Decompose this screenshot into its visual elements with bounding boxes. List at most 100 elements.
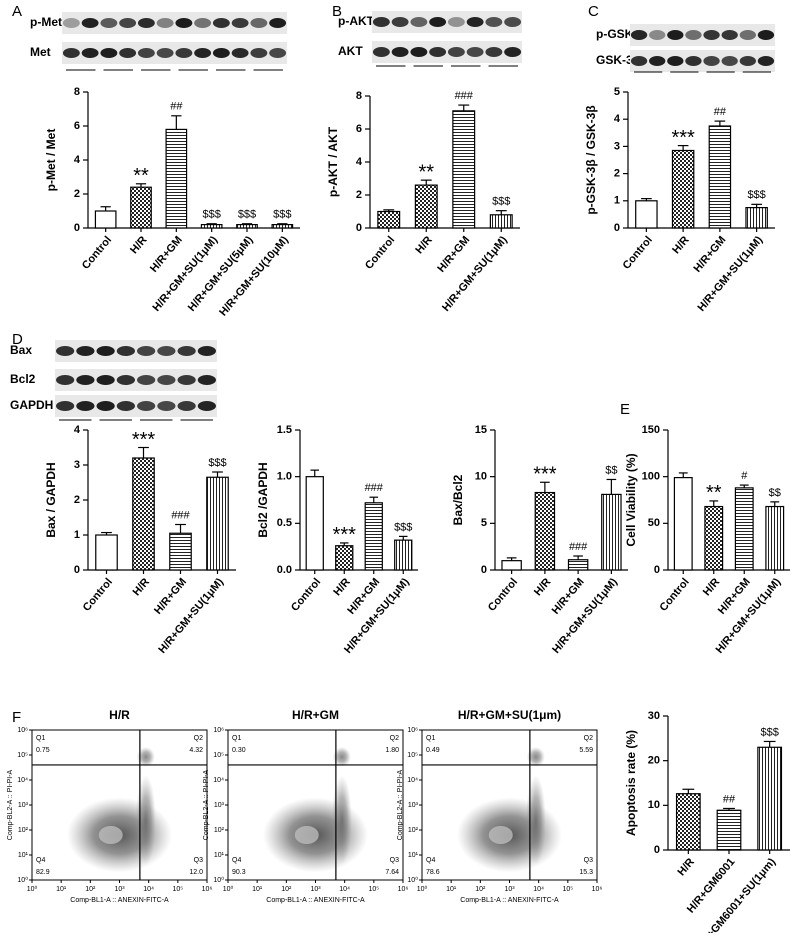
x-tick-label: H/R [131, 576, 152, 598]
significance-label: $$$ [394, 521, 412, 533]
blot-band [703, 30, 720, 40]
x-axis-label: Comp-BL1-A :: ANEXIN-FITC-A [266, 897, 365, 904]
blot-band [116, 401, 135, 411]
y-tick-label: 10⁴ [17, 777, 28, 784]
x-tick-label: 10¹ [252, 886, 263, 893]
blot-band [119, 18, 137, 28]
y-tick-label: 10⁰ [407, 876, 418, 884]
blot-band [197, 401, 216, 411]
y-tick-label: 0.0 [277, 564, 292, 576]
error-bar [339, 542, 349, 546]
blot-band [56, 346, 75, 356]
x-tick-label: 10³ [310, 886, 321, 893]
quadrant-name: Q1 [426, 735, 435, 742]
blot-band [100, 18, 118, 28]
quadrant-value: 1.80 [385, 747, 399, 754]
density-core [488, 826, 513, 844]
y-tick-label: 10⁴ [213, 777, 224, 784]
blot-band [667, 30, 684, 40]
y-tick-label: 30 [648, 710, 660, 722]
density-cloud [525, 775, 546, 865]
blot-band [250, 18, 268, 28]
y-tick-label: 0 [654, 564, 660, 576]
blot-band [757, 30, 775, 40]
error-bar [138, 446, 149, 458]
y-tick-label: 10⁶ [407, 727, 418, 734]
panel-label: A [12, 3, 22, 20]
error-bar [175, 523, 186, 534]
blot-band [194, 48, 212, 58]
error-bar [714, 120, 726, 126]
blot-band [269, 18, 287, 28]
density-cloud [331, 775, 352, 865]
error-bar [677, 144, 689, 151]
bar [489, 214, 513, 229]
blot-band [76, 401, 95, 411]
error-bar [573, 555, 583, 560]
x-tick-label: 10² [85, 886, 96, 893]
y-tick-label: 5 [614, 86, 620, 98]
quadrant-value: 4.32 [189, 747, 203, 754]
blot-band [76, 375, 95, 385]
bar [377, 210, 401, 229]
bar [271, 224, 294, 229]
y-tick-label: 8 [74, 86, 80, 98]
blot-band [231, 48, 249, 58]
x-tick-label: H/R+GM [152, 576, 189, 617]
blot-band [703, 56, 720, 66]
blot-label: p-AKT [338, 14, 375, 28]
bar [708, 125, 732, 229]
blot-band [119, 48, 137, 58]
error-bar [682, 788, 695, 794]
y-tick-label: 10⁰ [213, 876, 224, 884]
blot-band [667, 56, 684, 66]
x-tick-label: 10⁰ [223, 885, 234, 893]
error-bar [212, 471, 223, 478]
panel-label: F [12, 709, 21, 726]
y-tick-label: 20 [648, 755, 660, 767]
quadrant-value: 82.9 [36, 869, 50, 876]
y-tick-label: 50 [648, 517, 660, 529]
y-tick-label: 10¹ [408, 852, 419, 859]
blot-band [157, 375, 176, 385]
blot-band [56, 375, 75, 385]
x-tick-label: Control [621, 234, 655, 272]
blot-label: Bax [10, 343, 32, 357]
bar [165, 128, 188, 229]
significance-label: ## [723, 793, 736, 805]
quadrant-name: Q2 [584, 735, 593, 742]
blot-label: AKT [338, 44, 363, 58]
plot-title: H/R [109, 708, 130, 722]
bar [501, 560, 522, 571]
blot-label: Met [30, 45, 51, 59]
x-tick-label: H/R+GM [435, 234, 472, 275]
blot-band [466, 17, 484, 27]
panel-label: C [588, 3, 599, 20]
error-bar [100, 206, 111, 211]
y-tick-label: 0 [356, 222, 362, 234]
blot-band [137, 346, 156, 356]
blot-band [721, 56, 738, 66]
error-bar [739, 484, 749, 488]
error-bar [763, 740, 776, 748]
blot-strip [55, 395, 217, 417]
error-bar [678, 472, 688, 478]
density-core [294, 826, 319, 844]
error-bar [751, 203, 762, 208]
x-tick-label: Control [486, 576, 520, 614]
significance-label: ### [569, 541, 588, 553]
blot-band [504, 47, 522, 57]
x-tick-label: 10⁴ [143, 886, 154, 893]
error-bar [277, 223, 288, 225]
quadrant-name: Q3 [390, 857, 399, 864]
significance-label: $$$ [273, 209, 291, 221]
y-axis-label: p-GSK-3β / GSK-3β [584, 105, 598, 214]
error-bar [506, 557, 517, 561]
x-tick-label: 10¹ [56, 886, 67, 893]
bar [169, 532, 192, 571]
blot-band [177, 401, 196, 411]
y-tick-label: 8 [356, 90, 362, 102]
density-cloud [332, 746, 351, 767]
x-tick-label: 10⁰ [417, 885, 428, 893]
x-tick-label: 10⁴ [533, 886, 544, 893]
